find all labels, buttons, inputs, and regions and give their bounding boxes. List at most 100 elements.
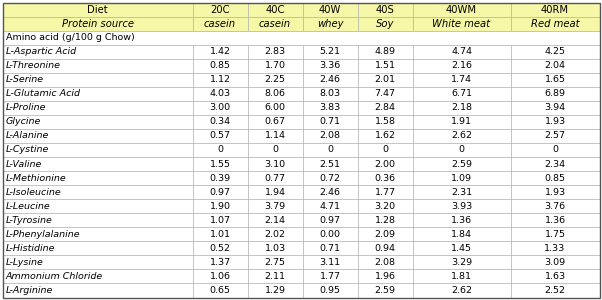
Bar — [510, 59, 600, 73]
Text: 0: 0 — [327, 146, 333, 154]
Bar — [510, 269, 600, 284]
Bar — [302, 284, 358, 298]
Bar — [302, 129, 358, 143]
Bar — [193, 269, 247, 284]
Text: 1.45: 1.45 — [451, 244, 472, 253]
Bar — [193, 2, 247, 16]
Text: Ammonium Chloride: Ammonium Chloride — [5, 272, 103, 281]
Text: 1.70: 1.70 — [264, 61, 285, 70]
Bar — [358, 101, 412, 115]
Bar — [2, 199, 193, 213]
Text: Amino acid (g/100 g Chow): Amino acid (g/100 g Chow) — [5, 33, 134, 42]
Bar — [358, 157, 412, 171]
Text: 1.65: 1.65 — [544, 75, 565, 84]
Text: 0: 0 — [552, 146, 558, 154]
Bar — [302, 2, 358, 16]
Text: 1.63: 1.63 — [544, 272, 565, 281]
Text: L-Histidine: L-Histidine — [5, 244, 55, 253]
Text: 0: 0 — [459, 146, 465, 154]
Text: casein: casein — [259, 19, 291, 28]
Bar — [247, 59, 302, 73]
Bar — [193, 87, 247, 101]
Text: 2.51: 2.51 — [320, 160, 341, 169]
Text: 1.36: 1.36 — [451, 216, 472, 225]
Text: 1.07: 1.07 — [209, 216, 231, 225]
Text: 1.81: 1.81 — [451, 272, 472, 281]
Text: 6.71: 6.71 — [451, 89, 472, 98]
Text: L-Valine: L-Valine — [5, 160, 42, 169]
Text: 8.06: 8.06 — [264, 89, 285, 98]
Text: L-Glutamic Acid: L-Glutamic Acid — [5, 89, 79, 98]
Bar — [2, 284, 193, 298]
Text: 0.85: 0.85 — [544, 174, 565, 183]
Text: 0: 0 — [217, 146, 223, 154]
Bar — [302, 269, 358, 284]
Text: 2.59: 2.59 — [374, 286, 396, 295]
Text: 1.94: 1.94 — [264, 188, 285, 196]
Text: 1.29: 1.29 — [264, 286, 285, 295]
Bar — [510, 255, 600, 269]
Bar — [2, 241, 193, 255]
Text: 2.01: 2.01 — [374, 75, 396, 84]
Text: 2.08: 2.08 — [320, 131, 341, 140]
Text: 1.33: 1.33 — [544, 244, 566, 253]
Text: 1.09: 1.09 — [451, 174, 472, 183]
Text: L-Aspartic Acid: L-Aspartic Acid — [5, 47, 76, 56]
Text: White meat: White meat — [432, 19, 491, 28]
Text: 6.00: 6.00 — [264, 103, 285, 112]
Text: 40W: 40W — [319, 4, 341, 14]
Text: 0.36: 0.36 — [374, 174, 396, 183]
Bar — [2, 213, 193, 227]
Text: 1.77: 1.77 — [374, 188, 396, 196]
Text: L-Isoleucine: L-Isoleucine — [5, 188, 61, 196]
Text: 0.34: 0.34 — [209, 117, 231, 126]
Text: 2.00: 2.00 — [374, 160, 396, 169]
Bar — [247, 143, 302, 157]
Text: 0.72: 0.72 — [320, 174, 341, 183]
Text: 3.11: 3.11 — [320, 258, 341, 267]
Text: 40WM: 40WM — [446, 4, 477, 14]
Bar — [302, 213, 358, 227]
Text: 20C: 20C — [210, 4, 230, 14]
Bar — [193, 255, 247, 269]
Bar — [247, 269, 302, 284]
Bar — [302, 227, 358, 241]
Text: 1.28: 1.28 — [374, 216, 396, 225]
Bar — [412, 143, 510, 157]
Bar — [510, 199, 600, 213]
Text: 1.90: 1.90 — [209, 202, 231, 211]
Bar — [358, 185, 412, 199]
Text: 1.96: 1.96 — [374, 272, 396, 281]
Bar — [412, 16, 510, 31]
Text: 1.12: 1.12 — [209, 75, 231, 84]
Text: 1.91: 1.91 — [451, 117, 472, 126]
Bar — [412, 115, 510, 129]
Bar — [358, 241, 412, 255]
Bar — [2, 73, 193, 87]
Text: 2.18: 2.18 — [451, 103, 472, 112]
Text: 7.47: 7.47 — [374, 89, 396, 98]
Text: 3.79: 3.79 — [264, 202, 285, 211]
Text: 1.42: 1.42 — [209, 47, 231, 56]
Text: 3.76: 3.76 — [544, 202, 565, 211]
Bar — [302, 157, 358, 171]
Text: L-Proline: L-Proline — [5, 103, 46, 112]
Text: L-Lysine: L-Lysine — [5, 258, 43, 267]
Bar — [193, 199, 247, 213]
Bar — [302, 59, 358, 73]
Text: 1.93: 1.93 — [544, 117, 565, 126]
Text: Diet: Diet — [87, 4, 108, 14]
Bar — [302, 255, 358, 269]
Text: 2.16: 2.16 — [451, 61, 472, 70]
Text: 2.09: 2.09 — [374, 230, 396, 239]
Bar — [247, 2, 302, 16]
Bar — [510, 213, 600, 227]
Bar — [302, 171, 358, 185]
Bar — [193, 171, 247, 185]
Bar — [2, 59, 193, 73]
Text: L-Leucine: L-Leucine — [5, 202, 50, 211]
Bar — [412, 284, 510, 298]
Bar — [510, 87, 600, 101]
Bar — [358, 16, 412, 31]
Bar — [358, 59, 412, 73]
